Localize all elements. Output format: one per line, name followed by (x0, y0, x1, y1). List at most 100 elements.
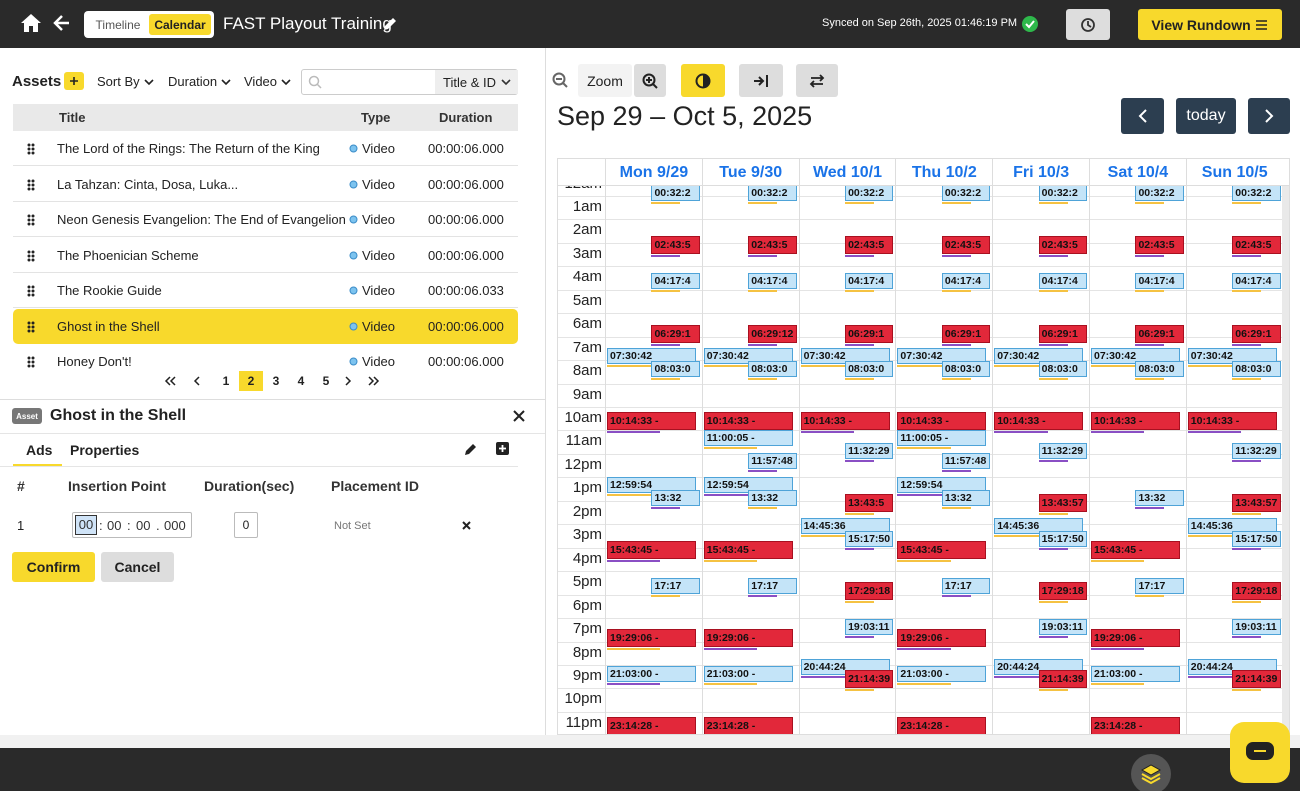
drag-handle[interactable] (27, 356, 35, 368)
search-scope[interactable]: Title & ID (435, 70, 518, 94)
event-block[interactable]: 15:43:45 - (703, 541, 793, 560)
event-block[interactable]: 07:30:42 (1187, 348, 1277, 365)
edit-icon[interactable] (382, 16, 398, 32)
event-block[interactable]: 00:32:2 (651, 185, 700, 201)
prev-page[interactable] (193, 376, 201, 386)
event-block[interactable]: 04:17:4 (651, 272, 700, 289)
event-block[interactable]: 00:32:2 (1038, 185, 1087, 201)
filter-dropdown[interactable]: Video (244, 74, 291, 89)
event-block[interactable]: 13:32 (651, 489, 700, 506)
event-block[interactable]: 06:29:1 (845, 324, 894, 343)
chat-button[interactable] (1230, 722, 1290, 783)
event-block[interactable]: 06:29:1 (1135, 324, 1184, 343)
event-block[interactable]: 19:29:06 - (1091, 629, 1181, 648)
day-header[interactable]: Wed 10/1 (798, 159, 896, 186)
ms-field[interactable]: 000 (164, 518, 186, 533)
event-block[interactable]: 17:17 (748, 577, 797, 594)
tab-ads[interactable]: Ads (26, 442, 53, 458)
event-block[interactable]: 19:03:11 (845, 619, 894, 636)
today-button[interactable]: today (1176, 98, 1236, 134)
remove-ad-icon[interactable] (462, 521, 471, 530)
event-block[interactable]: 15:43:45 - (897, 541, 987, 560)
event-block[interactable]: 07:30:42 (1091, 348, 1181, 365)
drag-handle[interactable] (27, 250, 35, 262)
event-block[interactable]: 11:57:48 (748, 452, 797, 469)
page-number[interactable]: 5 (322, 374, 330, 388)
event-block[interactable]: 10:14:33 - (1187, 412, 1277, 431)
history-button[interactable] (1066, 9, 1110, 40)
event-block[interactable]: 21:03:00 - (607, 666, 697, 683)
event-block[interactable]: 08:03:0 (941, 361, 991, 378)
asset-row[interactable]: The Phoenician Scheme Video 00:00:06.000 (13, 238, 518, 273)
drag-handle[interactable] (27, 321, 35, 333)
event-block[interactable]: 11:57:48 (941, 452, 991, 469)
search-box[interactable]: Title & ID (301, 69, 518, 95)
event-block[interactable]: 21:14:39 (845, 670, 894, 689)
event-block[interactable]: 23:14:28 - (897, 717, 987, 734)
toggle-calendar[interactable]: Calendar (149, 14, 211, 35)
last-page[interactable] (368, 376, 380, 386)
event-block[interactable]: 10:14:33 - (607, 412, 697, 431)
next-button[interactable] (1248, 98, 1290, 134)
event-block[interactable]: 07:30:42 (607, 348, 697, 365)
event-block[interactable]: 04:17:4 (845, 272, 894, 289)
asset-row[interactable]: The Lord of the Rings: The Return of the… (13, 131, 518, 166)
filter-dropdown[interactable]: Duration (168, 74, 231, 89)
event-block[interactable]: 15:17:50 (1232, 530, 1281, 547)
event-block[interactable]: 08:03:0 (1135, 361, 1184, 378)
day-header[interactable]: Thu 10/2 (895, 159, 992, 186)
toggle-timeline[interactable]: Timeline (95, 17, 141, 32)
event-block[interactable]: 06:29:12 (748, 324, 797, 343)
event-block[interactable]: 11:00:05 - (897, 430, 987, 447)
event-block[interactable]: 21:03:00 - (897, 666, 987, 683)
event-block[interactable]: 00:32:2 (941, 185, 991, 201)
edit-ads-icon[interactable] (464, 442, 478, 456)
event-block[interactable]: 12:59:54 (607, 476, 697, 493)
event-block[interactable]: 02:43:5 (748, 236, 797, 255)
add-ad-icon[interactable] (496, 442, 509, 455)
event-block[interactable]: 21:14:39 (1232, 670, 1281, 689)
day-header[interactable]: Fri 10/3 (992, 159, 1089, 186)
contrast-button[interactable] (681, 64, 725, 97)
event-block[interactable]: 23:14:28 - (703, 717, 793, 734)
add-asset-button[interactable] (64, 72, 84, 90)
day-header[interactable]: Mon 9/29 (605, 159, 702, 186)
event-block[interactable]: 12:59:54 (703, 476, 793, 493)
event-block[interactable]: 13:43:57 (1038, 494, 1087, 513)
event-block[interactable]: 19:29:06 - (703, 629, 793, 648)
event-block[interactable]: 10:14:33 - (994, 412, 1084, 431)
first-page[interactable] (164, 376, 176, 386)
event-block[interactable]: 10:14:33 - (1091, 412, 1181, 431)
page-number[interactable]: 2 (239, 371, 263, 391)
event-block[interactable]: 13:32 (1135, 489, 1184, 506)
event-block[interactable]: 19:29:06 - (607, 629, 697, 648)
event-block[interactable]: 15:17:50 (845, 530, 894, 547)
event-block[interactable]: 00:32:2 (748, 185, 797, 201)
drag-handle[interactable] (27, 285, 35, 297)
close-icon[interactable] (513, 410, 525, 422)
zoom-in-button[interactable] (634, 64, 666, 97)
event-block[interactable]: 11:32:29 (1038, 442, 1087, 459)
asset-row[interactable]: Honey Don't! Video 00:00:06.000 (13, 344, 518, 371)
event-block[interactable]: 04:17:4 (1232, 272, 1281, 289)
event-block[interactable]: 21:14:39 (1038, 670, 1087, 689)
event-block[interactable]: 04:17:4 (1038, 272, 1087, 289)
day-header[interactable]: Sat 10/4 (1089, 159, 1186, 186)
swap-button[interactable] (796, 64, 838, 97)
event-block[interactable]: 07:30:42 (994, 348, 1084, 365)
event-block[interactable]: 02:43:5 (1038, 236, 1087, 255)
cancel-button[interactable]: Cancel (101, 552, 174, 582)
event-block[interactable]: 04:17:4 (1135, 272, 1184, 289)
drag-handle[interactable] (27, 179, 35, 191)
event-block[interactable]: 10:14:33 - (897, 412, 987, 431)
asset-row[interactable]: The Rookie Guide Video 00:00:06.033 (13, 273, 518, 308)
hours-field[interactable]: 00 (75, 515, 97, 535)
day-header[interactable]: Sun 10/5 (1185, 159, 1283, 186)
event-block[interactable]: 10:14:33 - (800, 412, 890, 431)
jump-button[interactable] (739, 64, 783, 97)
event-block[interactable]: 23:14:28 - (1091, 717, 1181, 734)
filter-dropdown[interactable]: Sort By (97, 74, 154, 89)
event-block[interactable]: 11:32:29 (1232, 442, 1281, 459)
event-block[interactable]: 17:17 (941, 577, 991, 594)
prev-button[interactable] (1121, 98, 1164, 134)
